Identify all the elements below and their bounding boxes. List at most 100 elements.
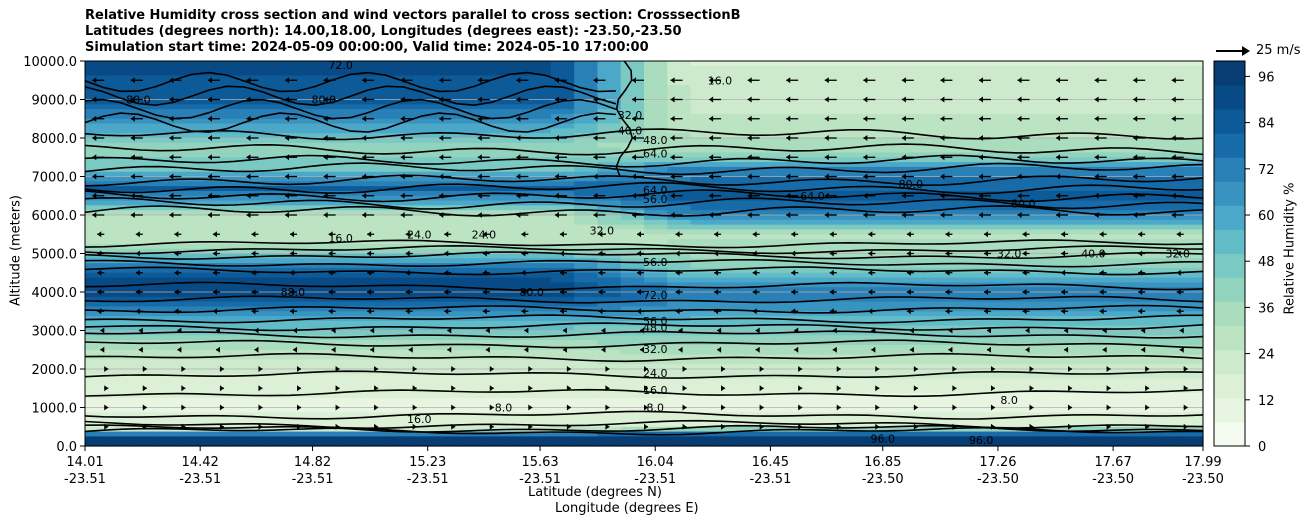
rh-field-cell [853, 359, 878, 365]
rh-field-cell [1039, 243, 1064, 250]
rh-field-cell [737, 407, 762, 413]
rh-field-cell [1086, 277, 1111, 283]
rh-field-cell [480, 436, 505, 442]
wind-vector-head [323, 154, 328, 161]
rh-field-cell [830, 277, 855, 283]
rh-field-cell [853, 397, 878, 404]
wind-vector-head [528, 423, 533, 430]
rh-field-cell [783, 85, 808, 91]
rh-field-cell [946, 421, 971, 428]
rh-field-cell [504, 436, 529, 442]
rh-field-cell [271, 239, 296, 245]
rh-field-cell [946, 99, 971, 105]
rh-field-cell [527, 359, 552, 365]
rh-field-cell [830, 104, 855, 110]
rh-field-cell [783, 181, 808, 187]
wind-vector-head [1094, 77, 1099, 84]
wind-vector-head [1099, 231, 1104, 238]
rh-field-cell [620, 94, 645, 101]
rh-field-cell [480, 267, 505, 274]
rh-field-cell [574, 133, 599, 139]
rh-field-cell [644, 239, 668, 245]
rh-field-cell [364, 287, 389, 293]
rh-field-cell [1179, 85, 1204, 91]
rh-field-cell [1039, 378, 1064, 385]
rh-field-cell [1156, 282, 1181, 288]
rh-field-cell [760, 397, 785, 404]
rh-field-cell [574, 210, 599, 216]
rh-field-cell [1039, 330, 1064, 336]
rh-field-cell [341, 104, 366, 110]
rh-field-cell [900, 296, 925, 303]
rh-field-cell [434, 306, 459, 312]
rh-field-cell [597, 426, 622, 433]
rh-field-cell [737, 263, 762, 269]
rh-field-cell [807, 296, 831, 303]
rh-field-cell [900, 421, 925, 428]
rh-field-cell [108, 431, 133, 437]
rh-field-cell [807, 306, 831, 312]
rh-field-cell [317, 75, 342, 81]
rh-field-cell [946, 272, 971, 279]
rh-field-cell [900, 364, 925, 370]
rh-field-cell [271, 243, 296, 250]
rh-field-cell [411, 277, 435, 283]
rh-field-cell [1086, 388, 1111, 394]
rh-field-cell [1039, 393, 1064, 399]
rh-field-cell [644, 234, 668, 240]
rh-field-cell [807, 239, 831, 245]
rh-field-cell [690, 99, 715, 105]
wind-vector-head [92, 115, 97, 122]
rh-field-cell [411, 402, 435, 409]
rh-field-cell [620, 157, 645, 163]
rh-field-cell [574, 292, 599, 298]
rh-field-cell [876, 287, 901, 293]
wind-vector-head [1061, 250, 1066, 257]
rh-field-cell [108, 176, 133, 182]
rh-field-cell [341, 181, 366, 187]
wind-vector-head [207, 135, 212, 141]
rh-field-cell [760, 65, 785, 72]
wind-vector-head [100, 346, 105, 353]
rh-field-cell [341, 383, 366, 389]
rh-field-cell [154, 224, 179, 231]
rh-field-cell [1156, 263, 1181, 269]
rh-field-cell [224, 335, 249, 341]
rh-field-cell [154, 243, 179, 250]
rh-field-cell [923, 402, 948, 409]
rh-field-cell [1086, 253, 1111, 259]
rh-field-cell [1133, 219, 1158, 226]
rh-field-cell [923, 349, 948, 356]
wind-vector-head [1056, 115, 1061, 122]
rh-field-cell [364, 181, 389, 187]
rh-field-cell [667, 152, 692, 158]
rh-field-cell [480, 162, 505, 168]
rh-field-cell [1039, 258, 1064, 264]
wind-vector-head [207, 96, 212, 103]
rh-field-cell [667, 320, 692, 327]
wind-vector-head [181, 423, 186, 430]
rh-field-cell [1179, 373, 1204, 380]
rh-field-cell [364, 186, 389, 192]
rh-field-cell [434, 229, 459, 235]
contour-line [84, 143, 1204, 156]
rh-field-cell [807, 287, 831, 293]
wind-vector-head [135, 289, 140, 295]
rh-field-cell [248, 373, 272, 380]
rh-field-cell [108, 65, 133, 72]
wind-vector-head [1145, 423, 1150, 430]
rh-field-cell [248, 417, 272, 423]
wind-vector-head [1022, 289, 1027, 295]
rh-field-cell [1179, 104, 1204, 110]
rh-field-cell [597, 61, 622, 67]
wind-vector-head [978, 135, 983, 141]
rh-field-cell [271, 162, 296, 168]
rh-field-cell [1133, 104, 1158, 110]
wind-vector-head [791, 231, 796, 238]
rh-field-cell [807, 258, 831, 264]
rh-field-cell [713, 378, 738, 385]
rh-field-cell [1063, 258, 1088, 264]
rh-field-cell [201, 306, 226, 312]
rh-field-cell [178, 181, 203, 187]
wind-vector-head [408, 346, 413, 353]
